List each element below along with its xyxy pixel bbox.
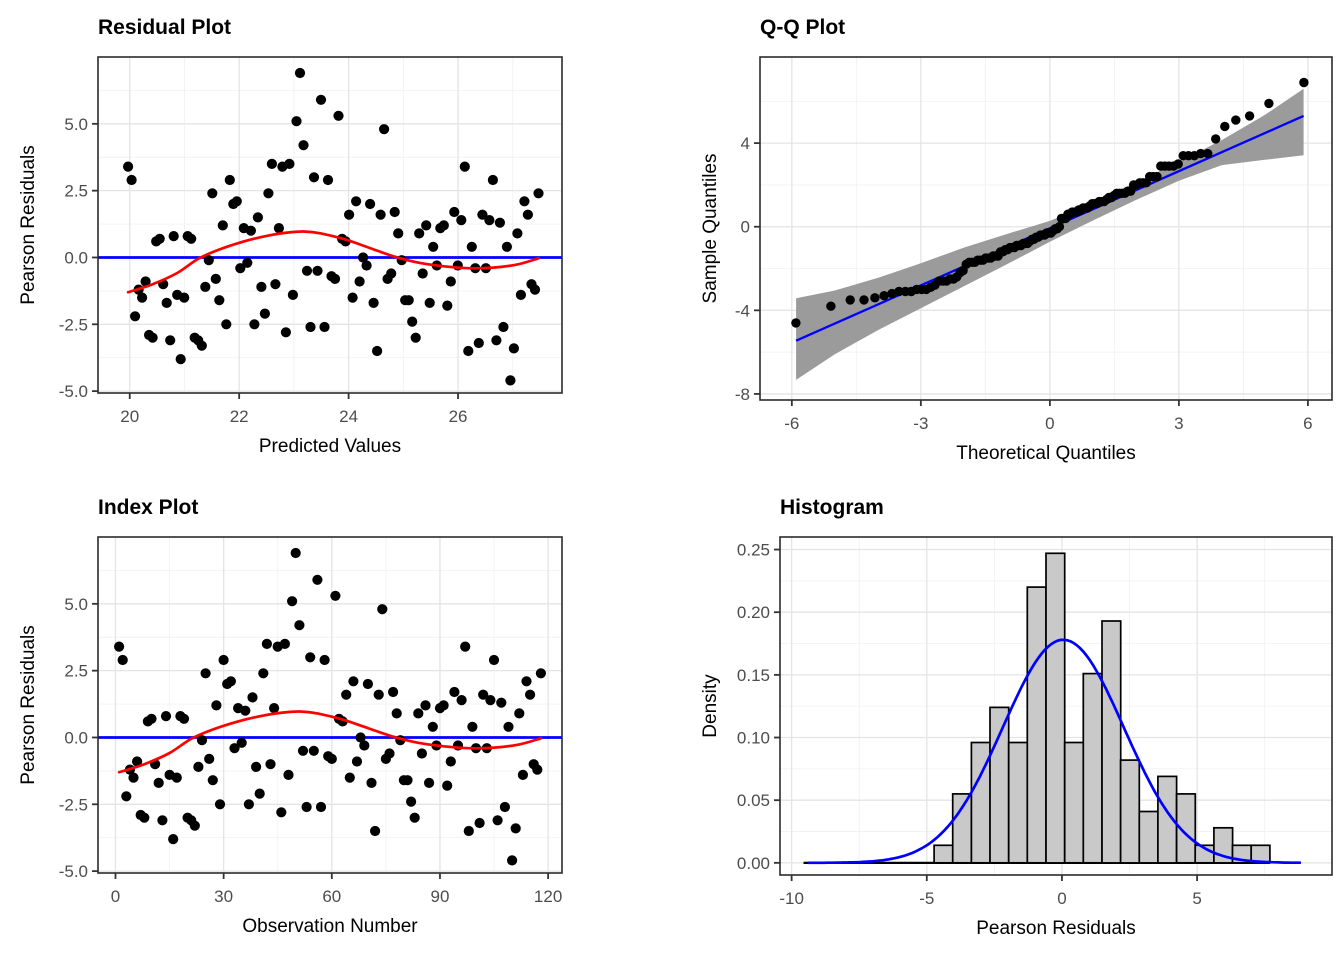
residual-plot-xlabel: Predicted Values [259,436,401,457]
svg-text:22: 22 [230,407,249,426]
svg-text:2.5: 2.5 [64,182,88,201]
index-plot-canvas: 0 30 60 90 120 -5.0 -2.5 0.0 2.5 5.0 [59,536,563,906]
panel-border [97,56,563,394]
panel-border [97,536,563,874]
residual-plot-ylabel: Pearson Residuals [18,145,39,304]
axis-ticks: -6 -3 0 3 6 -8 -4 0 4 [735,134,1313,433]
axis-ticks: -10 -5 0 5 0.00 0.05 0.10 0.15 0.20 0.25 [737,541,1202,908]
svg-text:-5: -5 [919,889,934,908]
data-layer [791,77,1309,380]
svg-text:20: 20 [120,407,139,426]
residual-plot-panel: 20 22 24 26 -5.0 -2.5 0.0 2.5 5.0 Residual Plot … [0,0,672,480]
loess-smooth-line [126,230,540,294]
svg-text:3: 3 [1174,414,1183,433]
svg-text:0: 0 [1045,414,1054,433]
histogram-ylabel: Density [700,674,721,738]
svg-text:0.0: 0.0 [64,728,88,747]
qq-plot-title: Q-Q Plot [760,16,845,39]
svg-text:-2.5: -2.5 [59,315,88,334]
svg-text:-5.0: -5.0 [59,862,88,881]
svg-text:-6: -6 [784,414,799,433]
svg-text:26: 26 [449,407,468,426]
svg-text:0: 0 [1057,889,1066,908]
axis-ticks: 0 30 60 90 120 -5.0 -2.5 0.0 2.5 5.0 [59,595,563,906]
index-plot-title: Index Plot [98,496,198,519]
svg-text:90: 90 [431,887,450,906]
svg-text:0.15: 0.15 [737,666,770,685]
residual-plot-chart: 20 22 24 26-5.0-2.50.02.55.0 Residual Plot … [18,16,563,457]
svg-text:120: 120 [534,887,562,906]
residual-points [123,67,544,386]
index-plot-xlabel: Observation Number [242,916,418,937]
svg-text:-8: -8 [735,385,750,404]
svg-text:24: 24 [339,407,358,426]
svg-text:0.20: 0.20 [737,603,770,622]
data-layer [98,547,562,866]
grid-lines [98,537,562,873]
histogram-xlabel: Pearson Residuals [976,918,1135,939]
svg-text:60: 60 [322,887,341,906]
qq-plot-canvas: -6 -3 0 3 6 -8 -4 0 4 [735,56,1333,433]
svg-text:5.0: 5.0 [64,115,88,134]
histogram-title: Histogram [780,496,884,519]
svg-text:30: 30 [214,887,233,906]
qq-plot-panel: -6 -3 0 3 6 -8 -4 0 4 Q-Q Plot Theoretical Quant… [672,0,1344,480]
histogram-panel: -10 -5 0 5 0.00 0.05 0.10 0.15 0.20 0.25 Histogra… [672,480,1344,960]
histogram-canvas: -10 -5 0 5 0.00 0.05 0.10 0.15 0.20 0.25 [737,536,1333,908]
qq-plot-ylabel: Sample Quantiles [700,154,721,304]
residual-plot-canvas: 20 22 24 26 -5.0 -2.5 0.0 2.5 5.0 [59,56,563,426]
svg-text:0.10: 0.10 [737,729,770,748]
qq-plot-xlabel: Theoretical Quantiles [956,443,1136,464]
svg-text:6: 6 [1303,414,1312,433]
qq-plot-chart: -6 -3 0 3 6 -8 -4 0 4 Q-Q Plot Theoretical Quant… [700,16,1333,464]
residual-plot-title: Residual Plot [98,16,231,39]
qq-points [791,77,1309,328]
svg-text:0.0: 0.0 [64,248,88,267]
panel-border [779,536,1333,876]
svg-text:5: 5 [1192,889,1201,908]
data-layer [98,67,562,386]
panel-border [759,56,1333,401]
index-plot-ylabel: Pearson Residuals [18,625,39,784]
svg-text:0.05: 0.05 [737,791,770,810]
grid-lines [760,57,1332,400]
svg-text:4: 4 [741,134,750,153]
svg-text:0: 0 [111,887,120,906]
normal-density-curve [807,638,1301,865]
histogram-chart: -10 -5 0 5 0.00 0.05 0.10 0.15 0.20 0.25 Histogra… [700,496,1333,939]
grid-lines [98,57,562,393]
svg-text:-2.5: -2.5 [59,795,88,814]
svg-text:5.0: 5.0 [64,595,88,614]
svg-text:0: 0 [741,218,750,237]
svg-text:0.25: 0.25 [737,541,770,560]
svg-text:-10: -10 [779,889,804,908]
axis-ticks: 20 22 24 26 -5.0 -2.5 0.0 2.5 5.0 [59,115,468,426]
index-plot-chart: 0 30 60 90 120 -5.0 -2.5 0.0 2.5 5.0 Index Plot O… [18,496,563,937]
svg-text:0.00: 0.00 [737,854,770,873]
index-plot-panel: 0 30 60 90 120 -5.0 -2.5 0.0 2.5 5.0 Index Plot O… [0,480,672,960]
svg-text:2.5: 2.5 [64,662,88,681]
loess-smooth-line [117,710,543,774]
svg-text:-5.0: -5.0 [59,382,88,401]
svg-text:-4: -4 [735,301,750,320]
data-layer [803,552,1301,865]
svg-text:-3: -3 [913,414,928,433]
